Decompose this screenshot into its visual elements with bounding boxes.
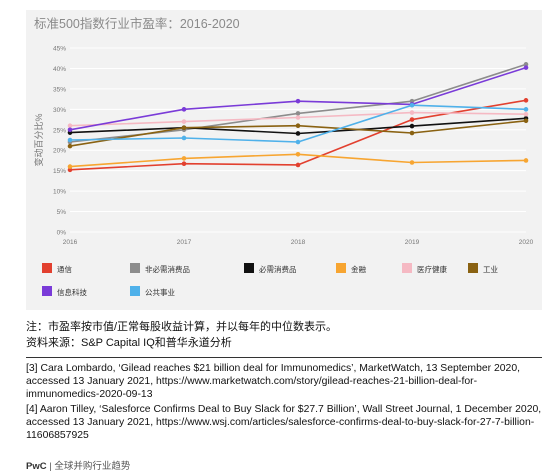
chart-panel: 标准500指数行业市盈率：2016-2020 0% 5% 10% 15% 20% 25% 30… <box>26 10 542 310</box>
data-point <box>295 98 301 104</box>
x-tick-label: 2020 <box>519 239 534 246</box>
legend-label: 公共事业 <box>145 287 175 297</box>
footer-separator: | <box>49 461 52 472</box>
y-tick-label: 30% <box>53 107 66 114</box>
legend-swatch <box>42 286 52 296</box>
y-tick-label: 45% <box>53 46 66 53</box>
data-point <box>67 164 73 169</box>
legend-swatch <box>468 263 478 273</box>
legend-label: 必需消费品 <box>259 264 297 274</box>
legend-label: 信息科技 <box>57 287 87 297</box>
footer-text: 全球并购行业趋势 <box>54 461 131 472</box>
footer-brand: PwC <box>26 461 47 472</box>
legend-label: 金融 <box>351 264 366 274</box>
reference-4: [4] Aaron Tilley, ‘Salesforce Confirms D… <box>26 404 542 442</box>
data-point <box>523 118 529 124</box>
x-tick-label: 2019 <box>405 239 420 246</box>
chart-note: 注：市盈率按市值/正常每股收益计算，并以每年的中位数表示。 <box>26 321 338 333</box>
data-point <box>181 161 187 167</box>
data-point <box>181 135 187 141</box>
line-chart: 标准500指数行业市盈率：2016-2020 0% 5% 10% 15% 20% 25% 30… <box>33 16 534 297</box>
y-axis-label: 变动百分比% <box>33 113 44 166</box>
x-tick-label: 2017 <box>177 239 192 246</box>
data-point <box>67 167 73 173</box>
data-point <box>409 117 415 122</box>
data-point <box>295 115 301 120</box>
data-point <box>67 137 73 143</box>
data-point <box>67 127 73 133</box>
data-point <box>409 102 415 108</box>
page-footer: PwC | 全球并购行业趋势 <box>26 458 130 472</box>
data-point <box>409 123 415 129</box>
data-point <box>181 107 187 112</box>
legend-swatch <box>130 263 140 273</box>
legend-swatch <box>336 263 346 273</box>
y-tick-label: 5% <box>57 209 67 216</box>
data-point <box>295 139 301 145</box>
data-point <box>67 123 73 128</box>
data-point <box>181 125 187 131</box>
data-point <box>523 98 529 103</box>
y-tick-label: 15% <box>53 168 66 175</box>
legend-label: 通信 <box>57 264 72 274</box>
x-tick-label: 2016 <box>63 239 78 246</box>
chart-title: 标准500指数行业市盈率：2016-2020 <box>34 16 240 31</box>
data-point <box>181 156 187 161</box>
y-tick-label: 25% <box>53 127 66 134</box>
data-point <box>295 111 301 116</box>
legend-label: 工业 <box>483 264 498 274</box>
y-tick-label: 20% <box>53 148 66 155</box>
data-point <box>295 123 301 128</box>
x-tick-label: 2018 <box>291 239 306 246</box>
legend-label: 医疗健康 <box>417 264 447 274</box>
data-point <box>295 162 301 168</box>
data-point <box>523 158 529 163</box>
divider <box>26 357 542 358</box>
series-line <box>69 66 527 131</box>
y-tick-label: 0% <box>57 230 67 237</box>
data-point <box>523 62 529 67</box>
data-point <box>409 98 415 104</box>
data-point <box>523 107 529 112</box>
y-tick-label: 35% <box>53 86 66 93</box>
y-tick-label: 40% <box>53 66 66 73</box>
legend-swatch <box>130 286 140 296</box>
legend-swatch <box>42 263 52 273</box>
data-point <box>523 111 529 117</box>
data-point <box>295 152 301 157</box>
legend-swatch <box>244 263 254 273</box>
data-point <box>409 130 415 136</box>
legend-label: 非必需消费品 <box>145 264 190 274</box>
reference-3: [3] Cara Lombardo, ‘Gilead reaches $21 b… <box>26 363 520 401</box>
data-point <box>181 119 187 124</box>
data-point <box>295 131 301 136</box>
legend-swatch <box>402 263 412 273</box>
data-point <box>523 65 529 70</box>
y-tick-label: 10% <box>53 189 66 196</box>
data-point <box>67 143 73 149</box>
chart-source: 资料来源：S&P Capital IQ和普华永道分析 <box>26 337 232 349</box>
data-point <box>409 160 415 165</box>
data-point <box>409 110 415 115</box>
